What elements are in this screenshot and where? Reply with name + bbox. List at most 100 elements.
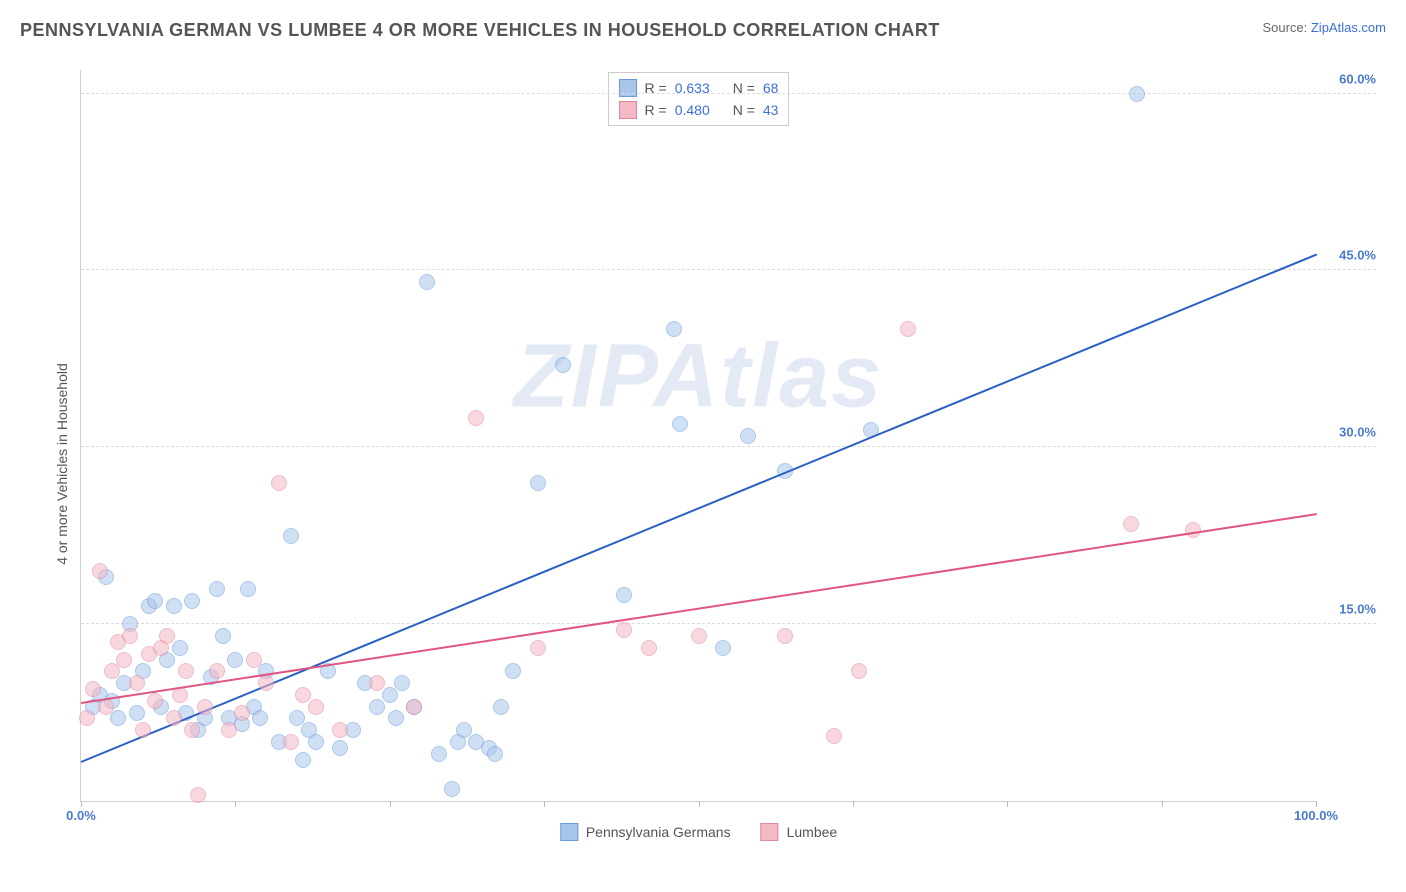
scatter-point <box>172 640 188 656</box>
scatter-point <box>166 710 182 726</box>
scatter-point <box>308 734 324 750</box>
y-tick-label: 30.0% <box>1339 425 1376 440</box>
x-tick <box>235 801 236 807</box>
scatter-point <box>530 640 546 656</box>
scatter-point <box>209 581 225 597</box>
x-tick <box>1316 801 1317 807</box>
source-link[interactable]: ZipAtlas.com <box>1311 20 1386 35</box>
legend-correlation: R = 0.633 N = 68 R = 0.480 N = 43 <box>608 72 790 126</box>
scatter-point <box>777 628 793 644</box>
legend-r-value: 0.633 <box>675 80 725 96</box>
legend-r-value: 0.480 <box>675 102 725 118</box>
scatter-point <box>715 640 731 656</box>
legend-r-label: R = <box>645 80 667 96</box>
chart-container: 4 or more Vehicles in Household ZIPAtlas… <box>50 60 1386 852</box>
x-tick <box>853 801 854 807</box>
x-tick-label: 100.0% <box>1294 808 1338 823</box>
x-tick <box>544 801 545 807</box>
y-tick-label: 15.0% <box>1339 602 1376 617</box>
scatter-point <box>184 722 200 738</box>
scatter-point <box>616 622 632 638</box>
scatter-point <box>147 693 163 709</box>
scatter-point <box>406 699 422 715</box>
legend-n-value: 68 <box>763 80 779 96</box>
scatter-point <box>740 428 756 444</box>
x-tick <box>390 801 391 807</box>
x-tick <box>1007 801 1008 807</box>
legend-swatch <box>619 101 637 119</box>
scatter-point <box>1185 522 1201 538</box>
y-tick-label: 45.0% <box>1339 248 1376 263</box>
scatter-point <box>900 321 916 337</box>
y-axis-label: 4 or more Vehicles in Household <box>54 363 70 565</box>
scatter-point <box>271 475 287 491</box>
source-prefix: Source: <box>1262 20 1310 35</box>
legend-n-label: N = <box>733 102 755 118</box>
scatter-point <box>129 705 145 721</box>
legend-swatch <box>560 823 578 841</box>
scatter-point <box>1123 516 1139 532</box>
scatter-point <box>444 781 460 797</box>
scatter-point <box>79 710 95 726</box>
grid-line <box>81 446 1376 447</box>
scatter-point <box>530 475 546 491</box>
legend-series-label: Pennsylvania Germans <box>586 824 731 840</box>
scatter-point <box>227 652 243 668</box>
grid-line <box>81 623 1376 624</box>
scatter-point <box>234 705 250 721</box>
trend-line <box>81 513 1317 704</box>
scatter-point <box>159 628 175 644</box>
scatter-point <box>215 628 231 644</box>
grid-line <box>81 269 1376 270</box>
scatter-point <box>487 746 503 762</box>
plot-area: ZIPAtlas R =0.633N =68R =0.480N =43 Penn… <box>80 70 1316 802</box>
legend-series-label: Lumbee <box>787 824 838 840</box>
legend-n-value: 43 <box>763 102 779 118</box>
legend-series-item: Pennsylvania Germans <box>560 823 731 841</box>
scatter-point <box>308 699 324 715</box>
scatter-point <box>147 593 163 609</box>
scatter-point <box>672 416 688 432</box>
scatter-point <box>258 675 274 691</box>
chart-title: PENNSYLVANIA GERMAN VS LUMBEE 4 OR MORE … <box>20 20 940 41</box>
legend-r-label: R = <box>645 102 667 118</box>
legend-series: Pennsylvania Germans Lumbee <box>560 823 837 841</box>
legend-n-label: N = <box>733 80 755 96</box>
scatter-point <box>190 787 206 803</box>
scatter-point <box>394 675 410 691</box>
scatter-point <box>691 628 707 644</box>
scatter-point <box>92 563 108 579</box>
scatter-point <box>116 652 132 668</box>
scatter-point <box>283 528 299 544</box>
legend-series-item: Lumbee <box>761 823 838 841</box>
legend-swatch <box>761 823 779 841</box>
scatter-point <box>240 581 256 597</box>
scatter-point <box>209 663 225 679</box>
scatter-point <box>616 587 632 603</box>
watermark: ZIPAtlas <box>514 326 883 429</box>
scatter-point <box>283 734 299 750</box>
y-tick-label: 60.0% <box>1339 71 1376 86</box>
scatter-point <box>104 663 120 679</box>
scatter-point <box>332 722 348 738</box>
scatter-point <box>369 675 385 691</box>
source-attribution: Source: ZipAtlas.com <box>1262 20 1386 35</box>
scatter-point <box>851 663 867 679</box>
scatter-point <box>493 699 509 715</box>
legend-correlation-row: R = 0.480 N = 43 <box>619 99 779 121</box>
scatter-point <box>184 593 200 609</box>
scatter-point <box>295 752 311 768</box>
scatter-point <box>122 628 138 644</box>
scatter-point <box>85 681 101 697</box>
scatter-point <box>419 274 435 290</box>
scatter-point <box>252 710 268 726</box>
scatter-point <box>641 640 657 656</box>
scatter-point <box>332 740 348 756</box>
scatter-point <box>197 699 213 715</box>
grid-line <box>81 93 1376 94</box>
scatter-point <box>388 710 404 726</box>
scatter-point <box>129 675 145 691</box>
scatter-point <box>369 699 385 715</box>
legend-swatch <box>619 79 637 97</box>
x-tick-label: 0.0% <box>66 808 96 823</box>
